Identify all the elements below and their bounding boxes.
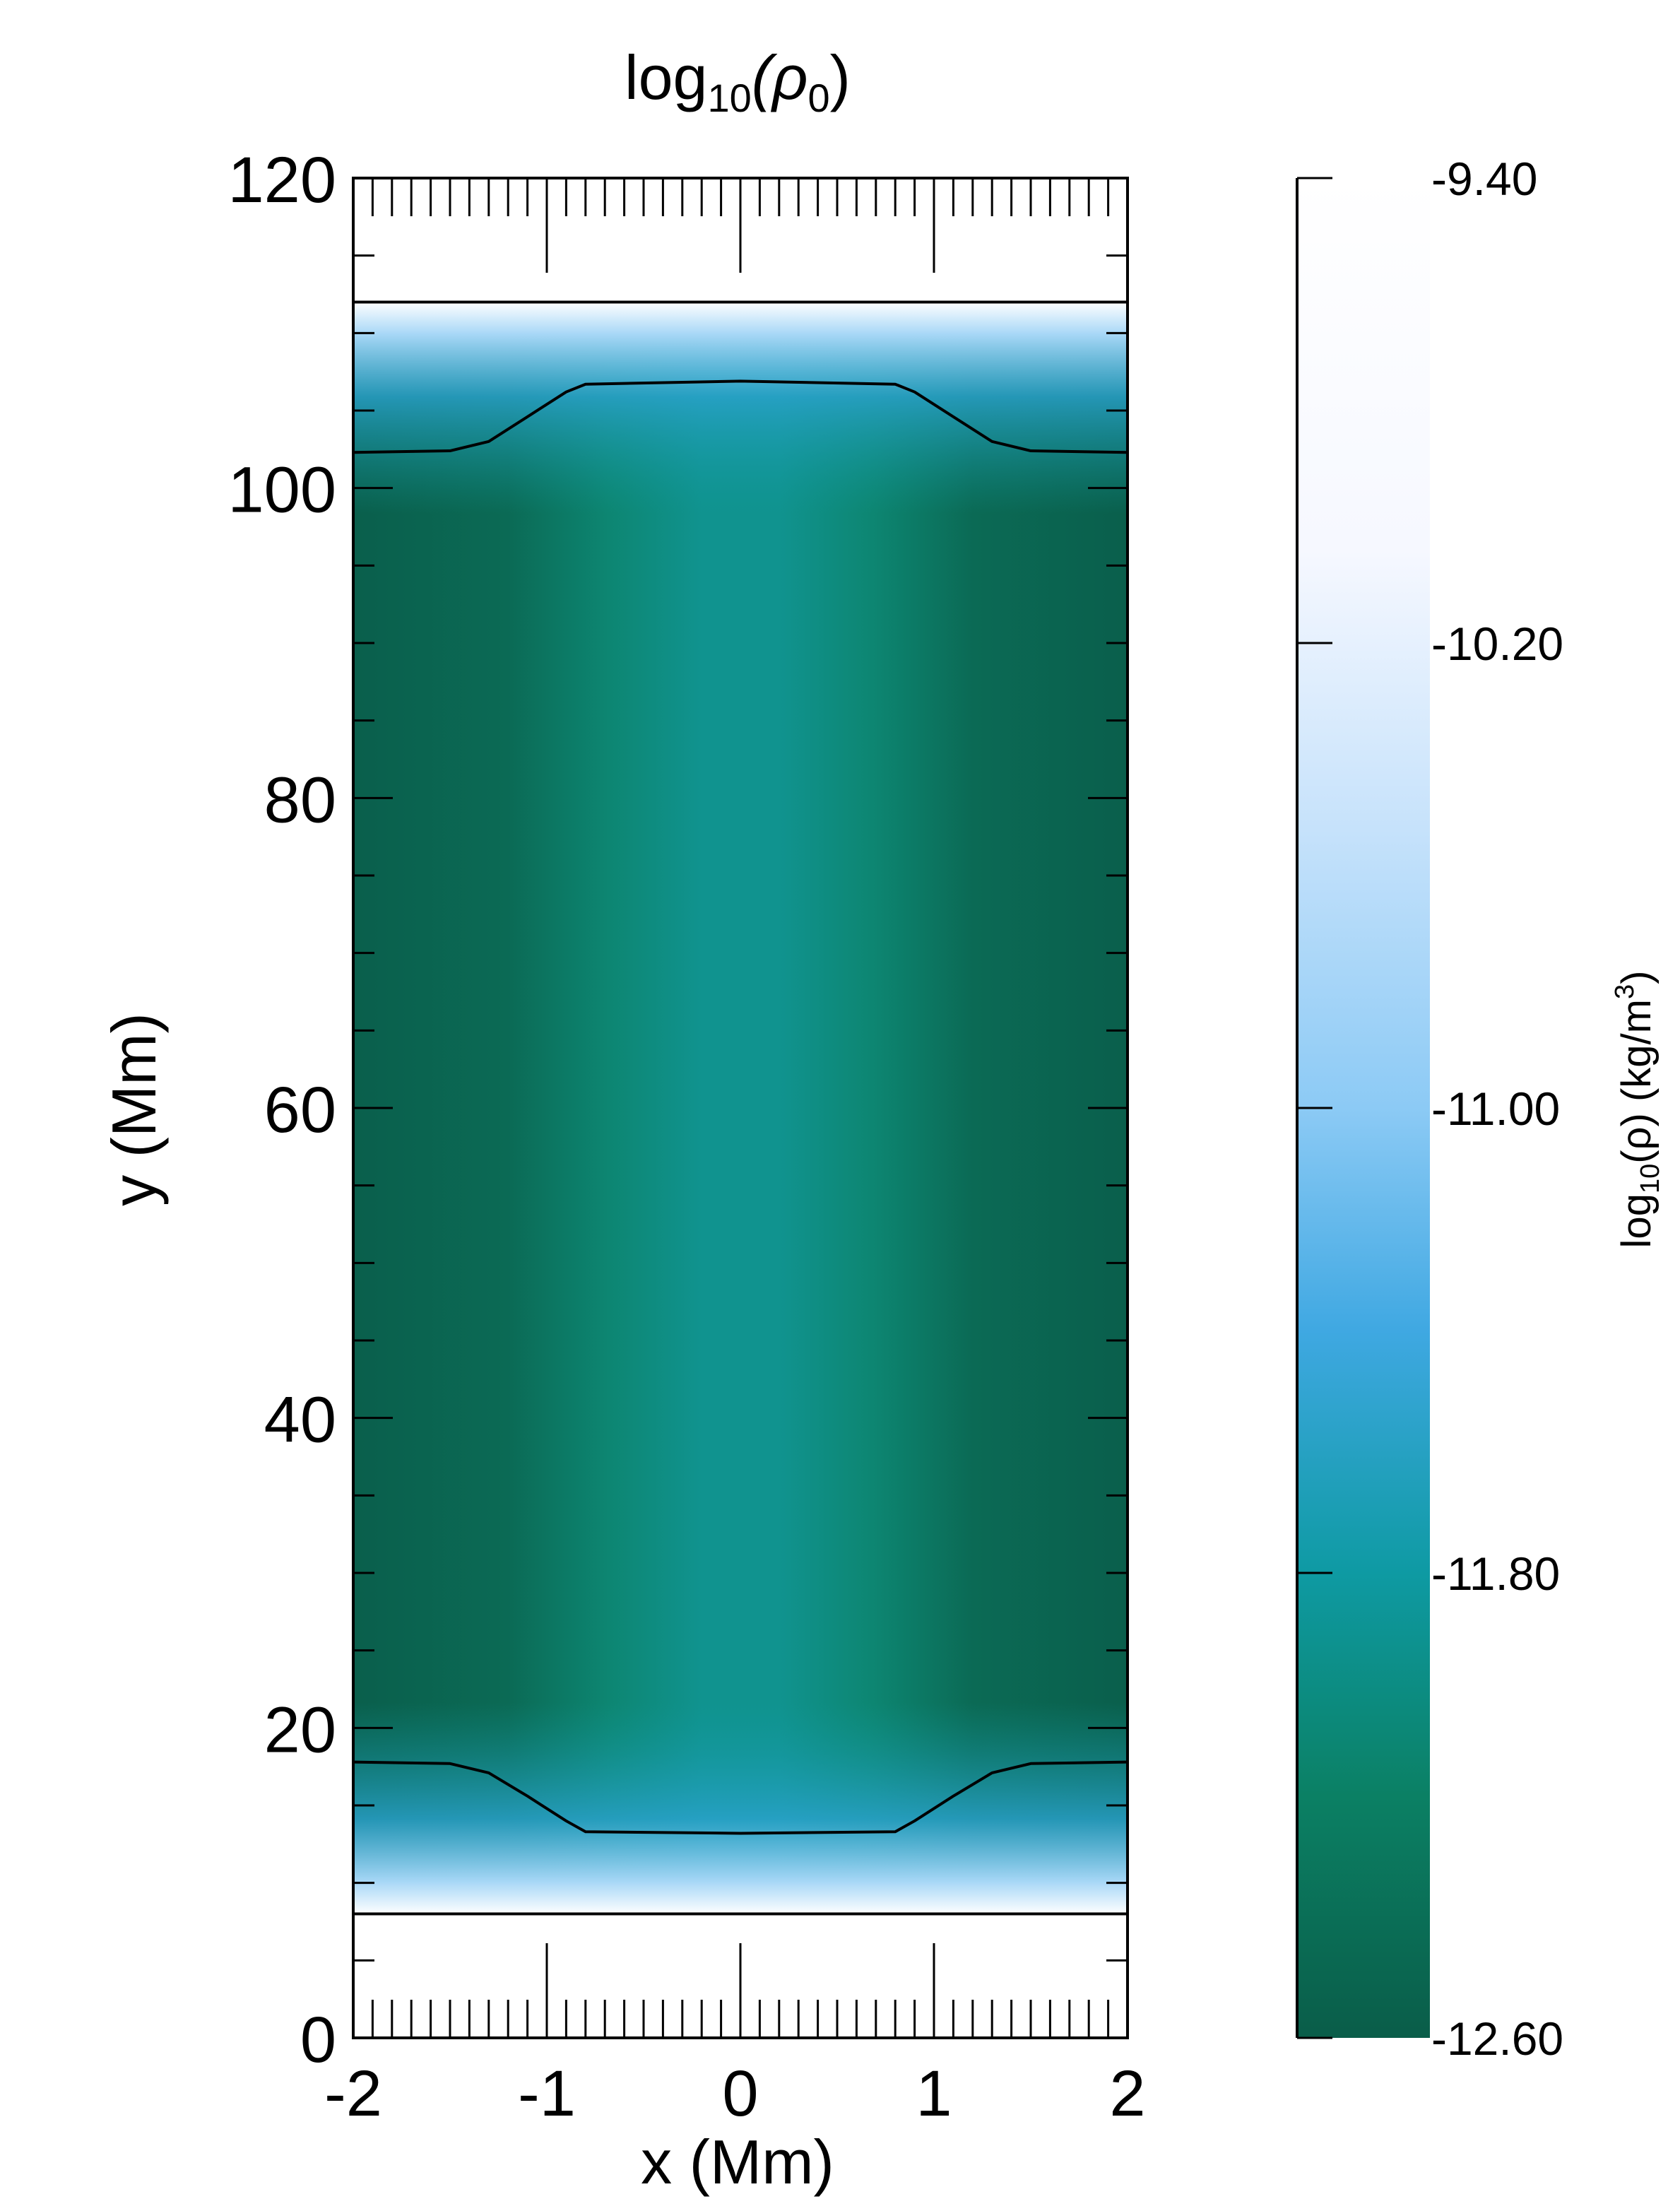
x-tick-label: -2: [324, 2058, 382, 2130]
y-tick-label: 60: [264, 1074, 336, 1146]
colorbar-tick-label: -11.80: [1431, 1547, 1560, 1600]
density-field: [353, 302, 1128, 1914]
colorbar-tick-label: -10.20: [1431, 618, 1563, 670]
colorbar-label-part: (ρ) (kg/m: [1614, 999, 1660, 1164]
contour-line: [353, 1760, 1128, 1835]
x-tick-label: -1: [518, 2058, 576, 2130]
colorbar-label-superscript: 3: [1610, 984, 1640, 999]
title-subscript: 10: [707, 76, 751, 120]
y-tick-label: 100: [228, 454, 337, 526]
y-tick-label: 40: [264, 1384, 336, 1456]
contour-line: [353, 379, 1128, 454]
x-tick-label: 1: [916, 2058, 952, 2130]
chart-title: log10(ρ0): [625, 42, 851, 120]
y-tick-label: 80: [264, 764, 336, 836]
title-subscript: 0: [808, 76, 829, 120]
field-bottom-layer: [353, 1702, 1128, 1914]
colorbar-tick-label: -11.00: [1431, 1083, 1560, 1135]
field-top-layer: [353, 302, 1128, 514]
y-axis-label: y (Mm): [99, 1013, 169, 1206]
y-tick-label: 20: [264, 1694, 336, 1766]
colorbar-tick-label: -12.60: [1431, 2012, 1563, 2065]
colorbar-label-subscript: 10: [1635, 1164, 1665, 1193]
plot-frame: [352, 177, 1129, 2039]
x-tick-label: 2: [1109, 2058, 1145, 2130]
colorbar-label: log10(ρ) (kg/m3): [1610, 971, 1665, 1249]
x-tick-label: 0: [722, 2058, 758, 2130]
colorbar-label-part: ): [1614, 971, 1660, 984]
colorbar-label-part: log: [1614, 1193, 1660, 1248]
colorbar-tick-label: -9.40: [1431, 153, 1537, 205]
y-tick-label: 0: [300, 2004, 336, 2076]
title-part: (ρ: [752, 42, 808, 112]
title-part: log: [625, 42, 707, 112]
x-axis-label: x (Mm): [641, 2127, 834, 2197]
title-part: ): [830, 42, 851, 112]
field-background: [353, 302, 1128, 1914]
y-tick-label: 120: [228, 144, 337, 216]
